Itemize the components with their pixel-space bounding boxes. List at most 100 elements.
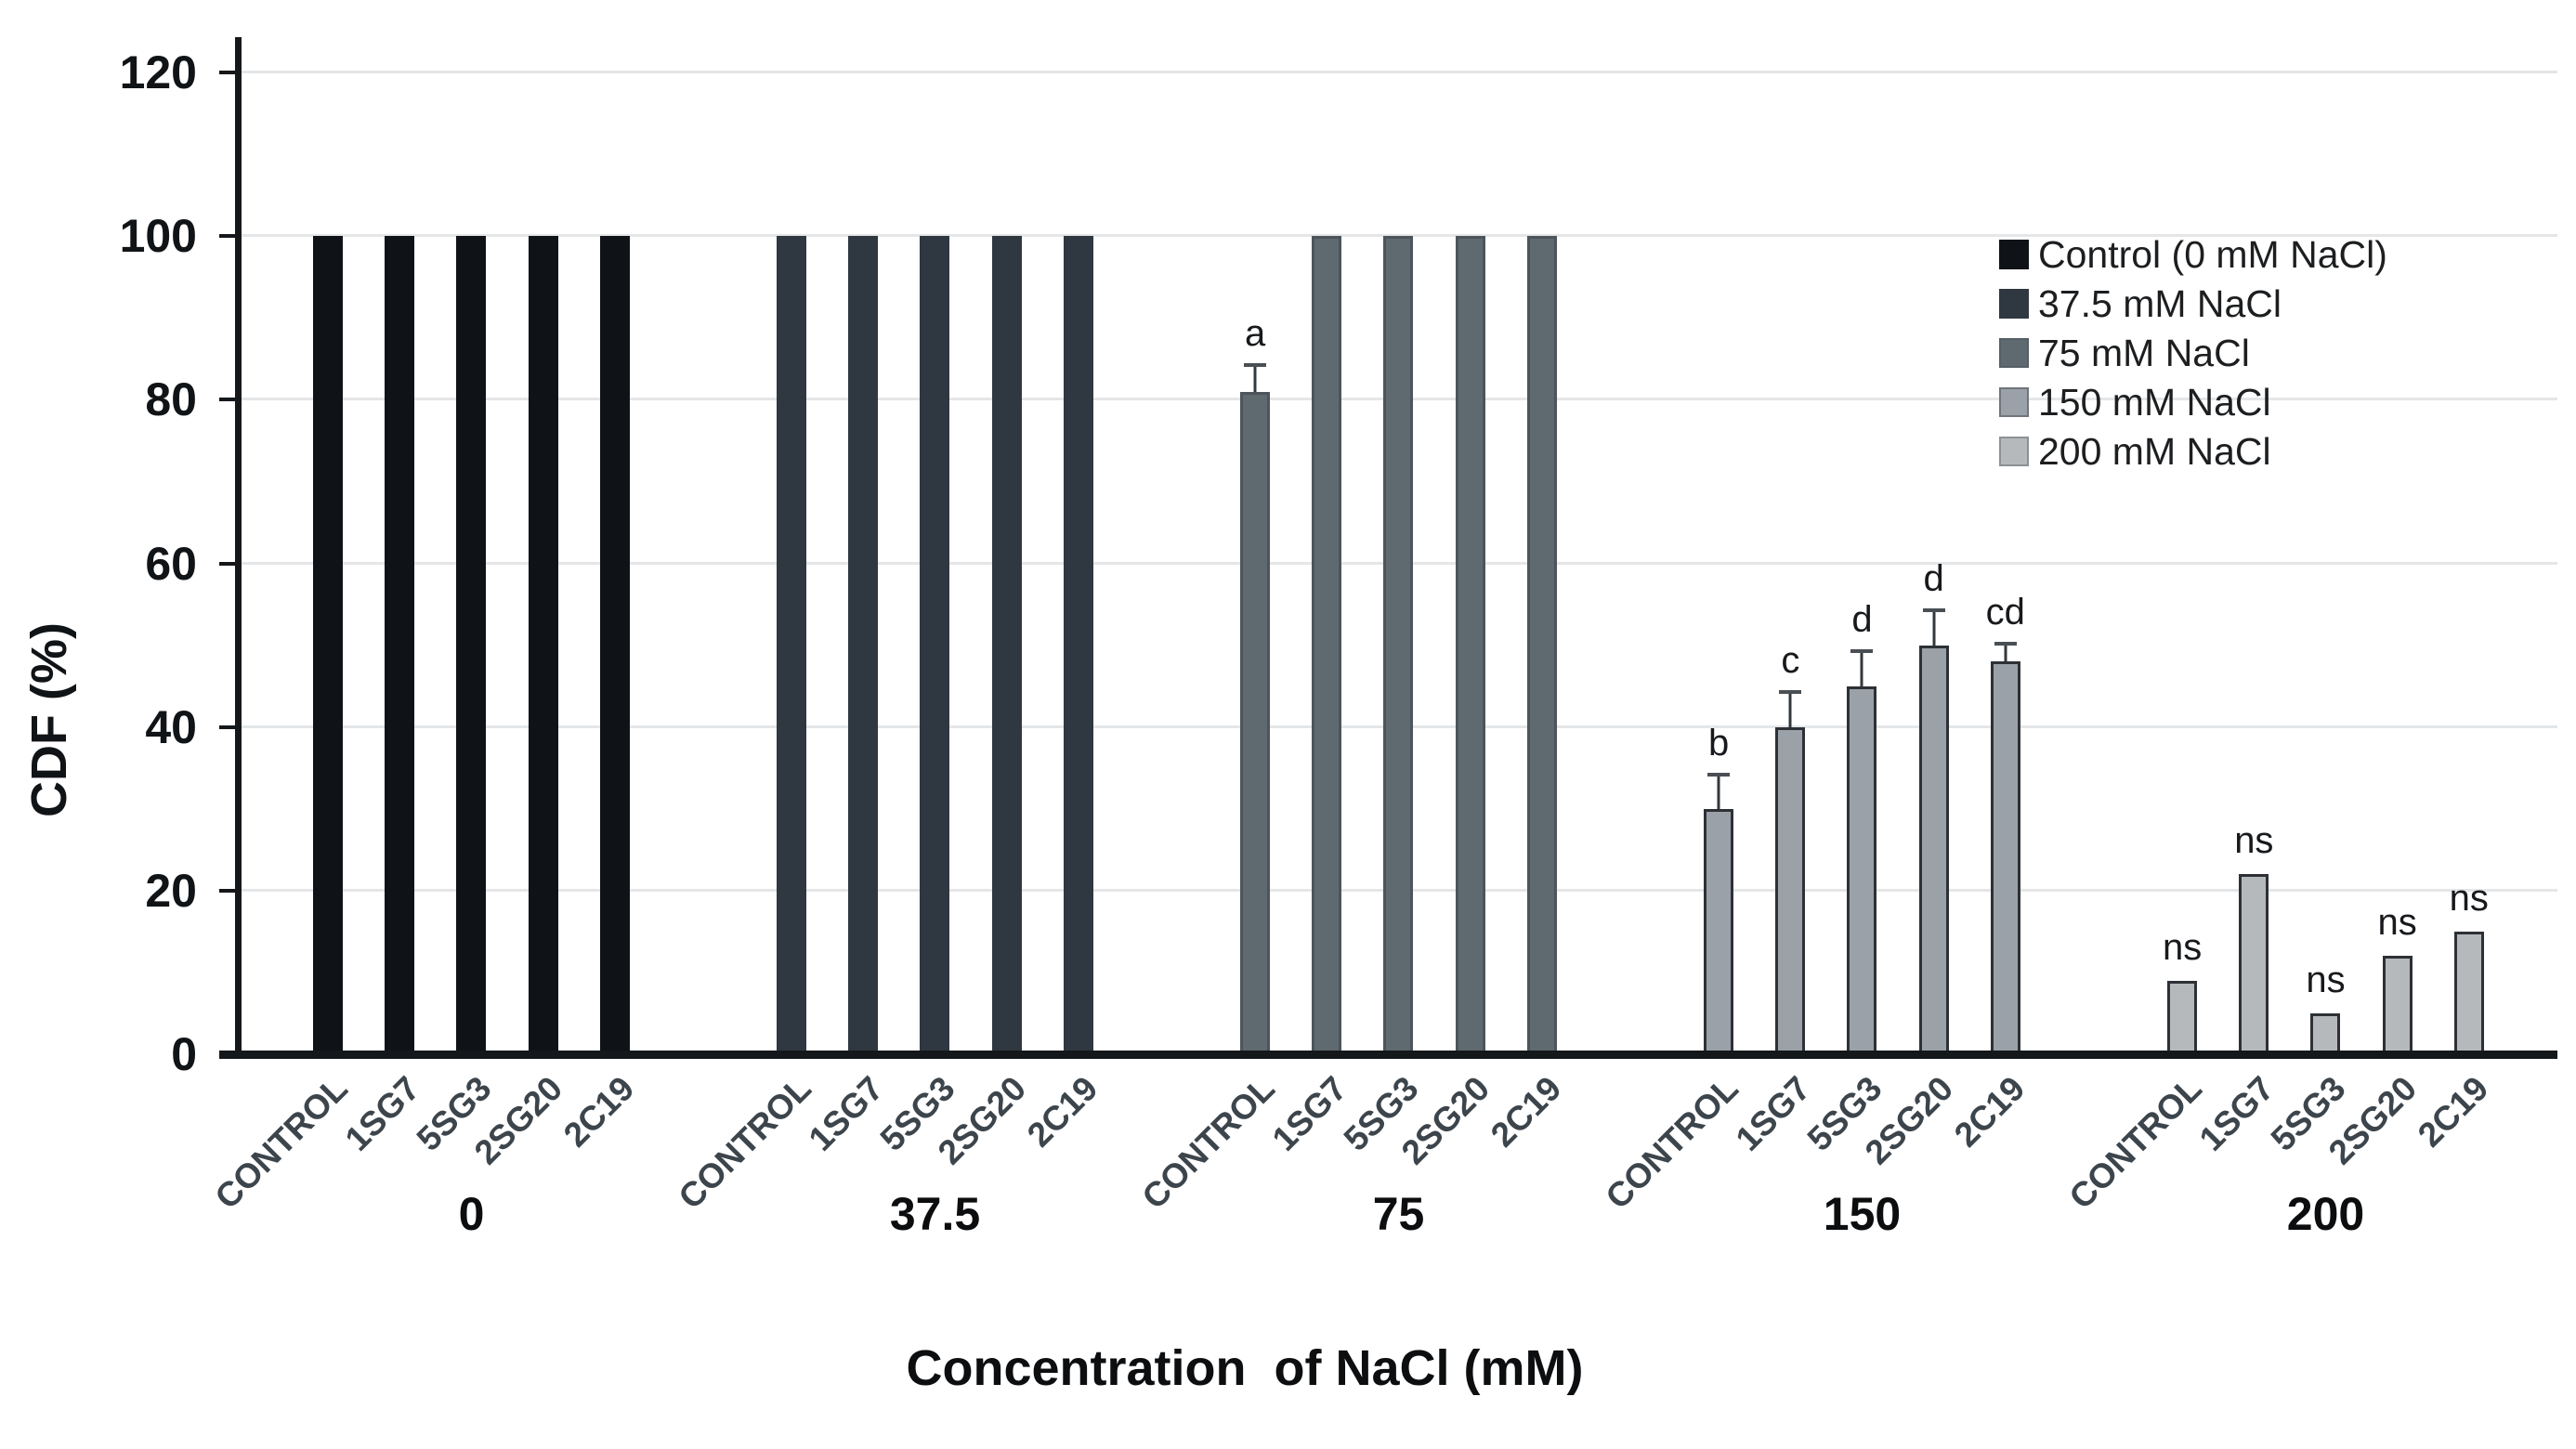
bar-group-200: ns CONTROL ns 1SG7 ns 5SG3 ns 2SG20 ns 2C19	[2062, 72, 2557, 1216]
legend-item: 150 mM NaCl	[1999, 382, 2387, 423]
bar-200-2C19	[2453, 931, 2484, 1054]
error-bar	[1932, 612, 1936, 646]
bar-slot-75-2SG20: 2SG20	[1394, 72, 1497, 1171]
group-label-0: 0	[458, 1188, 485, 1240]
x-tick-label: 2C19	[1020, 1069, 1105, 1155]
y-tick-label: 20	[145, 864, 197, 917]
bar-0-1SG7	[385, 236, 415, 1054]
bar-0-CONTROL	[313, 236, 344, 1054]
bar-slot-150-CONTROL: b CONTROL	[1599, 72, 1746, 1217]
bar-150-CONTROL	[1704, 808, 1734, 1054]
x-axis-group-labels: 0 37.5 75 150 200	[240, 1187, 2557, 1241]
significance-label: ns	[2306, 959, 2346, 1000]
y-tickmark-100	[219, 234, 240, 239]
bar-75-CONTROL	[1240, 391, 1271, 1054]
bar-75-5SG3	[1383, 236, 1414, 1054]
x-tick-label: 1SG7	[337, 1069, 427, 1158]
bar-37.5-5SG3	[920, 236, 950, 1054]
bar-slot-200-5SG3: ns 5SG3	[2264, 72, 2353, 1158]
bar-150-5SG3	[1847, 685, 1877, 1054]
x-tick-label: 1SG7	[1728, 1069, 1818, 1158]
bar-group-75: a CONTROL 1SG7 5SG3 2SG20 2C19	[1135, 72, 1630, 1216]
error-bar	[1860, 653, 1863, 686]
y-tick-label: 100	[119, 210, 197, 263]
bar-0-5SG3	[456, 236, 487, 1054]
bar-group-150: b CONTROL c 1SG7 d 5SG3 d 2SG20 cd 2C19	[1599, 72, 2094, 1217]
bar-200-1SG7	[2239, 874, 2269, 1054]
bar-slot-0-CONTROL: CONTROL	[208, 72, 355, 1216]
group-label-75: 75	[1372, 1188, 1425, 1240]
significance-label: ns	[2163, 926, 2203, 968]
y-tick-label: 0	[171, 1028, 197, 1080]
group-label-37.5: 37.5	[889, 1188, 981, 1240]
significance-label: d	[1923, 558, 1944, 600]
bar-75-2C19	[1526, 236, 1557, 1054]
legend-label: 200 mM NaCl	[2038, 429, 2271, 473]
bar-200-2SG20	[2382, 956, 2413, 1054]
bar-slot-200-1SG7: ns 1SG7	[2191, 72, 2281, 1158]
legend-item: Control (0 mM NaCl)	[1999, 234, 2387, 275]
y-tickmark-80	[219, 398, 240, 402]
y-tick-label: 120	[119, 46, 197, 98]
legend-label: Control (0 mM NaCl)	[2038, 232, 2387, 276]
bar-slot-37.5-2C19: 2C19	[1020, 72, 1105, 1155]
y-tick-label: 80	[145, 373, 197, 426]
x-tick-label: 2C19	[1484, 1069, 1569, 1155]
bar-0-2C19	[599, 236, 630, 1054]
significance-label: d	[1851, 599, 1873, 641]
gridline-120	[240, 71, 2557, 73]
legend-label: 75 mM NaCl	[2038, 331, 2250, 374]
y-tick-label: 60	[145, 537, 197, 590]
bar-slot-75-2C19: 2C19	[1484, 72, 1569, 1155]
x-tick-label: 1SG7	[2191, 1069, 2282, 1158]
y-tickmark-40	[219, 724, 240, 729]
error-bar	[2004, 645, 2007, 662]
legend-item: 75 mM NaCl	[1999, 333, 2387, 373]
bar-series-container: CONTROL 1SG7 5SG3 2SG20 2C19 CONTROL 1SG7 5SG3 2…	[208, 72, 2557, 1217]
bar-slot-0-5SG3: 5SG3	[410, 72, 498, 1158]
bar-37.5-2SG20	[991, 236, 1022, 1054]
y-tickmark-20	[219, 888, 240, 893]
x-tick-label: 2C19	[1947, 1069, 2033, 1155]
error-bar	[1253, 367, 1257, 392]
significance-label: a	[1245, 313, 1266, 355]
bar-slot-150-1SG7: c 1SG7	[1728, 72, 1817, 1157]
significance-label: ns	[2377, 902, 2417, 944]
bar-slot-37.5-1SG7: 1SG7	[801, 72, 890, 1158]
plot-area: CONTROL 1SG7 5SG3 2SG20 2C19 CONTROL 1SG7 5SG3 2…	[208, 37, 2557, 1217]
bar-slot-150-5SG3: d 5SG3	[1800, 72, 1890, 1157]
bar-37.5-1SG7	[848, 236, 879, 1054]
x-tick-label: 1SG7	[1264, 1069, 1354, 1158]
group-label-150: 150	[1823, 1188, 1902, 1240]
bar-slot-75-5SG3: 5SG3	[1337, 72, 1425, 1158]
bar-37.5-CONTROL	[777, 236, 807, 1054]
group-label-200: 200	[2286, 1188, 2365, 1240]
legend-swatch-icon	[1999, 240, 2029, 269]
y-tickmark-120	[219, 71, 240, 74]
bar-slot-200-2C19: ns 2C19	[2411, 72, 2496, 1155]
bar-150-2SG20	[1918, 645, 1949, 1054]
bar-150-2C19	[1990, 661, 2020, 1054]
bar-75-2SG20	[1455, 236, 1485, 1054]
significance-label: ns	[2449, 877, 2489, 919]
legend-swatch-icon	[1999, 338, 2029, 368]
significance-label: c	[1781, 640, 1800, 682]
legend-swatch-icon	[1999, 437, 2029, 466]
bar-slot-37.5-2SG20: 2SG20	[931, 72, 1034, 1171]
error-bar	[1788, 694, 1792, 727]
bar-slot-0-1SG7: 1SG7	[337, 72, 426, 1158]
x-tick-label: 1SG7	[801, 1069, 891, 1158]
error-bar-cap	[1994, 641, 2017, 646]
significance-label: b	[1708, 722, 1730, 764]
x-tick-label: 2C19	[2411, 1069, 2496, 1155]
bar-slot-0-2C19: 2C19	[556, 72, 642, 1155]
legend-item: 37.5 mM NaCl	[1999, 283, 2387, 324]
error-bar-cap	[1850, 649, 1874, 654]
x-tick-label: 2C19	[556, 1069, 642, 1155]
error-bar-cap	[1244, 363, 1267, 368]
bar-200-CONTROL	[2167, 980, 2198, 1054]
error-bar-cap	[1779, 690, 1802, 695]
bar-slot-75-CONTROL: a CONTROL	[1135, 72, 1282, 1216]
bar-slot-150-2C19: cd 2C19	[1947, 72, 2033, 1155]
